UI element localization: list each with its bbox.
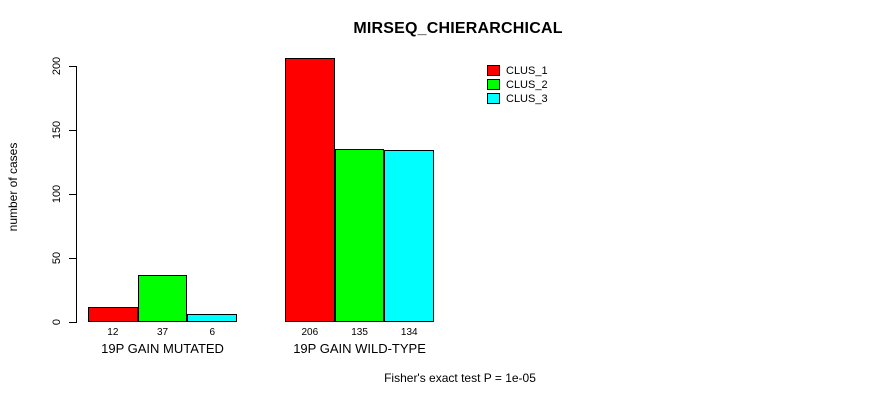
bar (187, 314, 238, 322)
chart-title: MIRSEQ_CHIERARCHICAL (353, 20, 563, 37)
y-axis-label-text: number of cases (6, 142, 20, 232)
legend-label: CLUS_2 (506, 78, 548, 91)
bar (88, 306, 138, 322)
y-tick-label-text: 50 (51, 251, 63, 265)
legend-swatch (487, 93, 500, 104)
legend-item: CLUS_3 (487, 92, 548, 105)
bar (334, 149, 385, 322)
y-tick (69, 322, 76, 323)
y-tick-label-text: 200 (51, 56, 63, 76)
bar-value-label: 37 (156, 327, 169, 338)
y-tick-label-text: 150 (51, 120, 63, 140)
y-tick (69, 258, 76, 259)
legend-item: CLUS_1 (487, 64, 548, 77)
annotation-text: Fisher's exact test P = 1e-05 (384, 371, 536, 385)
legend-swatch (487, 79, 500, 90)
y-axis-line (76, 66, 77, 323)
y-tick-label-text: 0 (51, 318, 63, 326)
bar-value-label: 134 (400, 327, 418, 338)
bar-value-label: 135 (351, 327, 368, 338)
category-label: 19P GAIN MUTATED (101, 341, 224, 356)
category-label: 19P GAIN WILD-TYPE (293, 341, 426, 356)
legend-item: CLUS_2 (487, 78, 548, 91)
bar-value-label: 206 (301, 327, 319, 338)
bar-value-label: 6 (209, 327, 216, 338)
legend-swatch (487, 65, 500, 76)
bar (285, 58, 335, 322)
y-tick-label-text: 100 (51, 184, 63, 204)
y-tick (69, 66, 76, 67)
bar-value-label: 12 (107, 327, 119, 338)
legend-label: CLUS_3 (506, 92, 548, 105)
y-tick (69, 194, 76, 195)
bar (137, 274, 188, 322)
y-tick (69, 130, 76, 131)
legend-label: CLUS_1 (506, 64, 548, 77)
legend: CLUS_1 CLUS_2 CLUS_3 (487, 64, 548, 106)
bar (384, 150, 435, 322)
